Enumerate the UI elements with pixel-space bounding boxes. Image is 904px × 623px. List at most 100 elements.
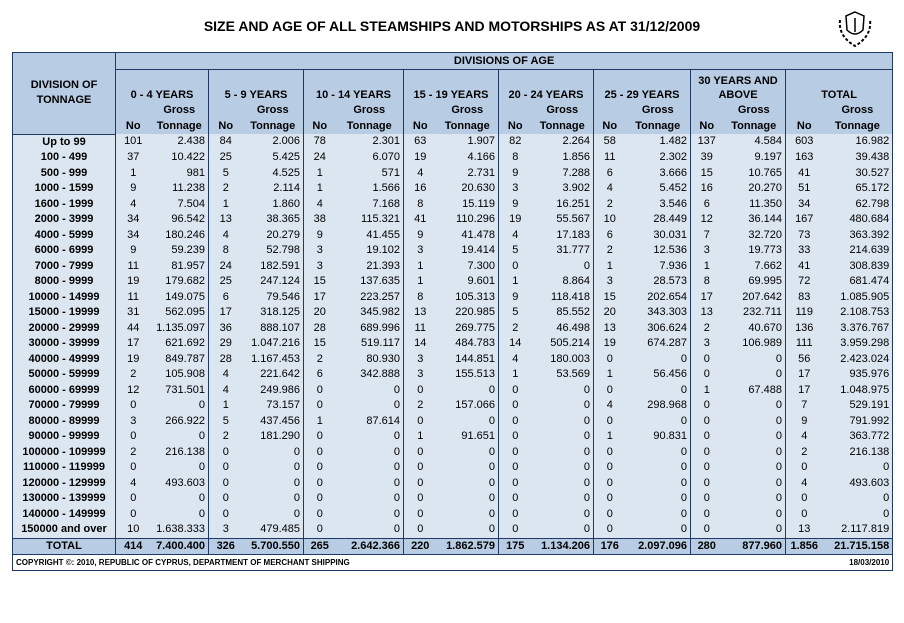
tonnage-label: Tonnage [822, 118, 894, 134]
cell: 2 [208, 429, 243, 445]
table-row: 100000 - 109999 2 216.138 0 0 0 0 0 0 0 0 0 0 0 0 2 216.… [12, 444, 894, 460]
cell: 849.787 [150, 351, 209, 367]
cell: 3 [303, 243, 336, 259]
tonnage-label: Tonnage [242, 118, 304, 134]
cell: 0 [593, 460, 626, 476]
cell: 3.666 [625, 165, 691, 181]
table-row: 30000 - 39999 17 621.692 29 1.047.216 15 519.1… [12, 336, 894, 352]
cell: 0 [208, 475, 243, 491]
cell: 2 [593, 243, 626, 259]
cell: 6 [208, 289, 243, 305]
cell: 0 [722, 351, 786, 367]
cell: 0 [822, 506, 894, 522]
cell: 0 [722, 429, 786, 445]
cell: 16 [403, 181, 437, 197]
tonnage-label: Tonnage [722, 118, 786, 134]
row-label: 4000 - 5999 [12, 227, 116, 243]
cell: 0 [498, 460, 532, 476]
cell: 0 [822, 460, 894, 476]
gross-label: Gross [242, 102, 304, 118]
cell: 0 [531, 491, 594, 507]
logo [838, 11, 872, 48]
divisions-of-age: DIVISIONS OF AGE [114, 52, 894, 70]
cell: 13 [785, 522, 823, 538]
cell: 731.501 [150, 382, 209, 398]
cell: 4 [208, 382, 243, 398]
cell: 79.546 [242, 289, 304, 305]
cell: 0 [403, 444, 437, 460]
cell: 0 [335, 460, 404, 476]
table-row: Up to 99 101 2.438 84 2.006 78 2.301 63 1.907 82 2… [12, 134, 894, 150]
age-group: 10 - 14 YEARS [303, 69, 404, 102]
cell: 55.567 [531, 212, 594, 228]
age-group: TOTAL [784, 69, 894, 102]
cell: 2 [303, 351, 336, 367]
cell: 0 [722, 398, 786, 414]
cell: 2.302 [625, 150, 691, 166]
age-group: 25 - 29 YEARS [593, 69, 691, 102]
cell: 0 [785, 506, 823, 522]
cell: 181.290 [242, 429, 304, 445]
gross-label: Gross [722, 102, 786, 118]
cell: 25 [208, 150, 243, 166]
cell: 529.191 [822, 398, 894, 414]
cell: 0 [403, 475, 437, 491]
cell: 14 [498, 336, 532, 352]
cell: 9 [115, 243, 151, 259]
cell: 1 [303, 165, 336, 181]
tonnage-label: Tonnage [436, 118, 499, 134]
cell: 44 [115, 320, 151, 336]
cell: 6 [593, 165, 626, 181]
cell: 15 [303, 336, 336, 352]
cell: 11 [115, 258, 151, 274]
cell: 155.513 [436, 367, 499, 383]
cell: 4 [498, 227, 532, 243]
cell: 0 [625, 382, 691, 398]
cell: 180.003 [531, 351, 594, 367]
cell: 34 [785, 196, 823, 212]
cell: 0 [335, 522, 404, 538]
cell: 20 [593, 305, 626, 321]
cell: 0 [690, 475, 723, 491]
cell: 21.393 [335, 258, 404, 274]
cell: 0 [690, 444, 723, 460]
cell: 17 [115, 336, 151, 352]
cell: 674.287 [625, 336, 691, 352]
cell: 25 [208, 274, 243, 290]
cell: 8 [690, 274, 723, 290]
cell: 6.070 [335, 150, 404, 166]
cell: 0 [531, 413, 594, 429]
cell: 0 [436, 475, 499, 491]
cell: 220 [403, 537, 437, 555]
title: SIZE AND AGE OF ALL STEAMSHIPS AND MOTOR… [203, 18, 701, 34]
cell: 7 [690, 227, 723, 243]
cell: 1.135.097 [150, 320, 209, 336]
cell: 1.482 [625, 134, 691, 150]
cell: 3 [403, 351, 437, 367]
cell: 0 [115, 491, 151, 507]
cell: 105.313 [436, 289, 499, 305]
cell: 3 [403, 367, 437, 383]
cell: 0 [531, 258, 594, 274]
cell: 2.731 [436, 165, 499, 181]
cell: 29 [208, 336, 243, 352]
cell: 318.125 [242, 305, 304, 321]
cell: 1.085.905 [822, 289, 894, 305]
cell: 0 [335, 475, 404, 491]
cell: 0 [303, 475, 336, 491]
cell: 110.296 [436, 212, 499, 228]
gross-label: Gross [531, 102, 594, 118]
age-group: 30 YEARS AND ABOVE [690, 69, 786, 102]
cell: 0 [150, 491, 209, 507]
cell: 1.860 [242, 196, 304, 212]
cell: 1 [208, 398, 243, 414]
cell: 0 [498, 522, 532, 538]
cell: 179.682 [150, 274, 209, 290]
row-label: 10000 - 14999 [12, 289, 116, 305]
cell: 14 [403, 336, 437, 352]
cell: 9.601 [436, 274, 499, 290]
cell: 0 [303, 429, 336, 445]
table-row: 15000 - 19999 31 562.095 17 318.125 20 345.982… [12, 305, 894, 321]
cell: 0 [531, 506, 594, 522]
cell: 1 [690, 258, 723, 274]
